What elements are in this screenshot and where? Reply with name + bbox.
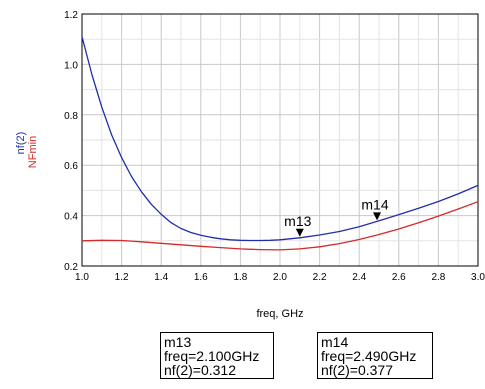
readout-line: freq=2.100GHz [164, 349, 270, 363]
y-axis-label-nf2: nf(2) [15, 132, 27, 155]
x-tick-label: 1.8 [233, 272, 247, 283]
y-tick-label: 1.0 [64, 60, 78, 71]
marker-m13-icon [296, 229, 304, 237]
marker-m14-icon [373, 212, 381, 220]
marker-m14-label: m14 [361, 196, 388, 212]
y-tick-label: 0.6 [64, 161, 78, 172]
y-tick-label: 0.2 [64, 262, 78, 273]
x-tick-label: 3.0 [471, 272, 485, 283]
readout-line: m13 [164, 335, 270, 349]
y-tick-label: 0.4 [64, 212, 78, 223]
x-tick-label: 2.8 [431, 272, 445, 283]
grid [82, 14, 478, 266]
readout-line: nf(2)=0.312 [164, 363, 270, 377]
x-tick-label: 1.6 [194, 272, 208, 283]
readout-line: m14 [321, 335, 429, 349]
x-axis-label: freq, GHz [256, 308, 303, 320]
marker-readout-m13: m13 freq=2.100GHz nf(2)=0.312 [160, 332, 274, 379]
x-tick-label: 2.2 [313, 272, 327, 283]
readout-line: freq=2.490GHz [321, 349, 429, 363]
x-tick-label: 1.2 [115, 272, 129, 283]
x-tick-label: 2.0 [273, 272, 287, 283]
x-axis-ticks: 1.0 1.2 1.4 1.6 1.8 2.0 2.2 2.4 2.6 2.8 3.0 [75, 272, 485, 283]
y-axis-label: nf(2) NFmin [15, 132, 39, 169]
x-tick-label: 2.6 [392, 272, 406, 283]
y-axis-ticks: 0.2 0.4 0.6 0.8 1.0 1.2 [64, 10, 78, 273]
marker-readout-m14: m14 freq=2.490GHz nf(2)=0.377 [317, 332, 433, 379]
y-tick-label: 0.8 [64, 111, 78, 122]
readout-line: nf(2)=0.377 [321, 363, 429, 377]
x-tick-label: 1.0 [75, 272, 89, 283]
marker-m13-label: m13 [284, 213, 311, 229]
y-tick-label: 1.2 [64, 10, 78, 21]
x-tick-label: 2.4 [352, 272, 366, 283]
y-axis-label-nfmin: NFmin [27, 136, 39, 168]
x-tick-label: 1.4 [154, 272, 168, 283]
